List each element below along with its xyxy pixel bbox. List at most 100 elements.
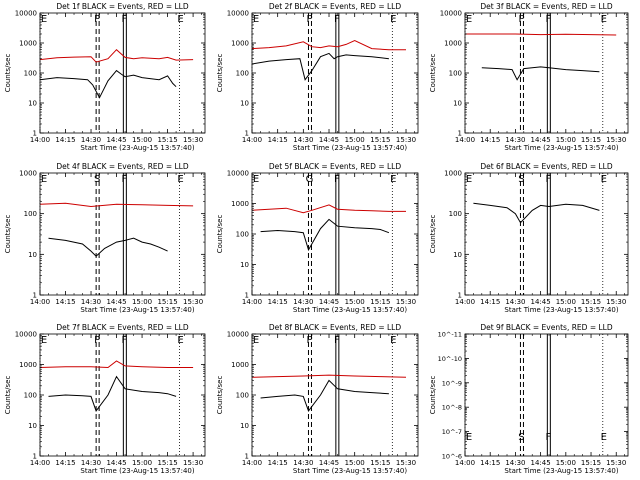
panel-title: Det 4f BLACK = Events, RED = LLD (56, 162, 189, 171)
x-tick-label: 15:00 (132, 459, 152, 467)
event-marker-label: E (41, 14, 47, 25)
event-marker-label: E (466, 14, 472, 25)
event-marker-label: S (94, 174, 100, 185)
x-tick-label: 15:00 (556, 136, 576, 144)
event-marker-label: E (41, 174, 47, 185)
y-tick-label: 100 (449, 210, 462, 218)
x-axis-title: Start Time (23-Aug-15 13:57:40) (293, 467, 407, 475)
series-line-lld (251, 40, 406, 51)
x-tick-label: 15:30 (606, 136, 626, 144)
x-tick-label: 15:30 (396, 459, 416, 467)
event-marker-label: F (545, 432, 551, 443)
x-tick-label: 14:45 (319, 459, 339, 467)
y-tick-label: 100 (24, 392, 37, 400)
x-tick-label: 15:30 (183, 136, 203, 144)
y-tick-label: 10000 (227, 10, 249, 18)
event-marker-label: E (466, 174, 472, 185)
event-marker-label: F (121, 174, 127, 185)
x-tick-label: 14:30 (293, 136, 313, 144)
event-marker-label: E (601, 432, 607, 443)
x-tick-label: 14:45 (531, 459, 551, 467)
event-marker-label: E (177, 335, 183, 346)
x-tick-label: 15:30 (183, 298, 203, 306)
y-tick-label: 100 (24, 210, 37, 218)
x-tick-label: 15:15 (370, 459, 390, 467)
x-axis-title: Start Time (23-Aug-15 13:57:40) (293, 306, 407, 314)
x-axis-title: Start Time (23-Aug-15 13:57:40) (80, 144, 194, 152)
y-axis-title: Counts/sec (429, 54, 437, 93)
series-line-lld (465, 33, 617, 36)
x-tick-label: 15:15 (581, 298, 601, 306)
panel-title: Det 8f BLACK = Events, RED = LLD (269, 323, 402, 332)
x-tick-label: 15:15 (157, 298, 177, 306)
event-marker-label: P (94, 14, 100, 25)
x-tick-label: 14:15 (55, 459, 75, 467)
series-line-lld (251, 374, 407, 378)
y-tick-label: 1 (458, 130, 462, 138)
y-axis-title: Counts/sec (216, 376, 224, 415)
x-tick-label: 14:00 (30, 136, 50, 144)
y-tick-label: 1000 (444, 170, 462, 178)
y-tick-label: 1 (245, 130, 249, 138)
x-axis-title: Start Time (23-Aug-15 13:57:40) (504, 306, 618, 314)
y-tick-label: 10 (453, 100, 462, 108)
plot-panel: Det 7f BLACK = Events, RED = LLD E P F E 1 10 1… (4, 323, 206, 475)
x-tick-label: 15:15 (581, 136, 601, 144)
plot-panel: Det 2f BLACK = Events, RED = LLD E P F E 1 10 1… (216, 2, 419, 152)
x-tick-label: 15:15 (581, 459, 601, 467)
plot-panel: Det 4f BLACK = Events, RED = LLD E S F E 1 10 1… (4, 162, 206, 314)
event-marker-label: P (94, 335, 100, 346)
x-tick-label: 14:30 (81, 459, 101, 467)
y-tick-label: 1000 (19, 40, 37, 48)
event-marker-label: G (306, 174, 314, 185)
series-line-events (473, 202, 600, 224)
y-tick-label: 10^-7 (442, 428, 462, 436)
event-marker-label: E (253, 174, 259, 185)
series-line-events (39, 69, 177, 99)
event-marker-label: F (334, 335, 340, 346)
y-tick-label: 10^-11 (438, 331, 462, 339)
y-tick-label: 10 (240, 261, 249, 269)
x-tick-label: 15:15 (370, 298, 390, 306)
panel-title: Det 9f BLACK = Events, RED = LLD (480, 323, 613, 332)
event-marker-label: F (121, 14, 127, 25)
y-tick-label: 10 (28, 100, 37, 108)
event-marker-label: E (41, 335, 47, 346)
y-tick-label: 1 (33, 292, 37, 300)
plot-panel: Det 6f BLACK = Events, RED = LLD E S F E 1 10 1… (429, 162, 629, 314)
plot-panel: Det 9f BLACK = Events, RED = LLD E S F E 10^-… (429, 323, 629, 475)
x-tick-label: 14:45 (106, 136, 126, 144)
event-marker-label: S (518, 174, 524, 185)
event-marker-label: E (177, 14, 183, 25)
event-marker-label: E (390, 335, 396, 346)
y-tick-label: 1 (33, 130, 37, 138)
y-tick-label: 10 (28, 251, 37, 259)
series-line-events (48, 237, 168, 257)
y-tick-label: 1000 (231, 361, 249, 369)
x-tick-label: 14:15 (480, 298, 500, 306)
event-marker-label: E (253, 335, 259, 346)
y-axis-title: Counts/sec (429, 215, 437, 254)
x-tick-label: 14:30 (505, 298, 525, 306)
x-tick-label: 14:15 (55, 298, 75, 306)
x-tick-label: 15:30 (396, 136, 416, 144)
x-tick-label: 14:30 (293, 298, 313, 306)
x-tick-label: 14:15 (268, 298, 288, 306)
series-line-lld (39, 360, 194, 369)
x-tick-label: 15:00 (556, 298, 576, 306)
y-axis-title: Counts/sec (429, 376, 437, 415)
y-tick-label: 10^-10 (438, 355, 462, 363)
panel-title: Det 5f BLACK = Events, RED = LLD (269, 162, 402, 171)
x-tick-label: 14:00 (455, 298, 475, 306)
plot-panel: Det 1f BLACK = Events, RED = LLD E P F E 1 10 1… (4, 2, 206, 152)
event-marker-label: E (177, 174, 183, 185)
x-tick-label: 15:15 (157, 459, 177, 467)
y-tick-label: 100 (236, 231, 249, 239)
panel-title: Det 7f BLACK = Events, RED = LLD (56, 323, 189, 332)
x-tick-label: 15:00 (132, 136, 152, 144)
x-tick-label: 15:00 (345, 298, 365, 306)
x-tick-label: 14:45 (319, 298, 339, 306)
x-tick-label: 14:45 (531, 298, 551, 306)
y-tick-label: 10000 (227, 170, 249, 178)
